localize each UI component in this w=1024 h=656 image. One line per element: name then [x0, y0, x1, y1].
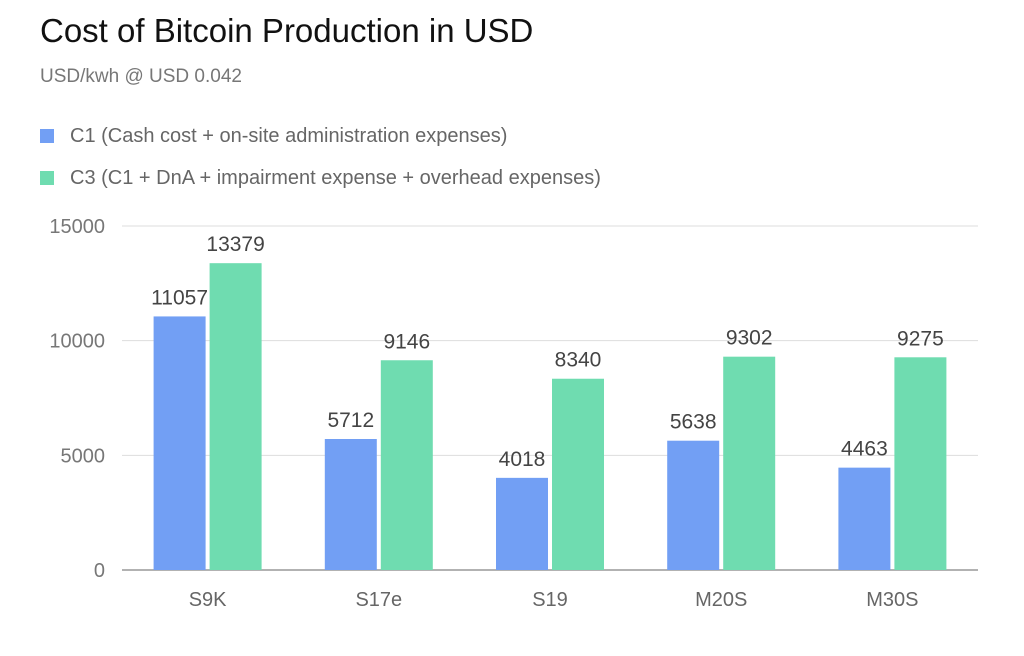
chart-title: Cost of Bitcoin Production in USD — [40, 12, 534, 49]
bar-c1 — [667, 440, 720, 570]
bar-c1 — [838, 467, 891, 570]
legend-swatch-c3 — [40, 171, 54, 185]
data-label: 5712 — [327, 409, 374, 432]
data-label: 4463 — [841, 438, 888, 461]
data-label: 11057 — [151, 286, 208, 309]
y-tick-label: 10000 — [49, 331, 105, 353]
x-tick-label: M20S — [695, 589, 747, 611]
data-label: 9302 — [726, 327, 773, 350]
legend-swatch-c1 — [40, 129, 54, 143]
legend-label-c3: C3 (C1 + DnA + impairment expense + over… — [70, 166, 601, 189]
bar-c3 — [723, 356, 776, 570]
data-label: 13379 — [206, 233, 264, 256]
x-tick-label: S19 — [532, 589, 568, 611]
bar-c1 — [496, 477, 548, 570]
y-tick-label: 0 — [94, 560, 105, 582]
x-tick-label: M30S — [866, 589, 918, 611]
bar-c1 — [324, 439, 377, 570]
data-label: 4018 — [499, 448, 546, 471]
data-label: 9146 — [383, 330, 430, 353]
y-tick-label: 5000 — [61, 445, 106, 467]
x-tick-label: S9K — [189, 589, 227, 611]
legend: C1 (Cash cost + on-site administration e… — [40, 122, 601, 206]
data-label: 5638 — [670, 411, 717, 434]
data-label: 8340 — [555, 349, 602, 372]
x-tick-label: S17e — [355, 589, 402, 611]
legend-item-c1: C1 (Cash cost + on-site administration e… — [40, 122, 601, 150]
legend-item-c3: C3 (C1 + DnA + impairment expense + over… — [40, 164, 601, 192]
bar-c3 — [552, 378, 604, 570]
bar-c3 — [380, 360, 433, 570]
legend-label-c1: C1 (Cash cost + on-site administration e… — [70, 124, 508, 147]
bar-c3 — [209, 263, 262, 570]
bar-c1 — [153, 316, 206, 570]
bar-c3 — [894, 357, 947, 570]
y-tick-label: 15000 — [49, 216, 105, 238]
data-label: 9275 — [897, 327, 944, 350]
chart-subtitle: USD/kwh @ USD 0.042 — [40, 66, 242, 87]
